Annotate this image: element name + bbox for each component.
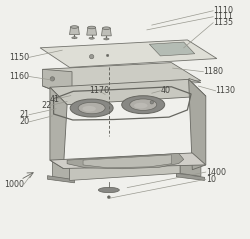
Polygon shape [102, 28, 111, 36]
Polygon shape [40, 40, 217, 67]
Text: 20: 20 [19, 117, 29, 126]
Text: 41: 41 [50, 95, 60, 104]
Text: 40: 40 [160, 86, 170, 95]
Polygon shape [70, 27, 80, 35]
Polygon shape [83, 155, 172, 168]
Text: 1170: 1170 [89, 86, 109, 95]
Text: 1110: 1110 [213, 6, 233, 15]
Ellipse shape [72, 37, 77, 39]
Polygon shape [42, 69, 72, 91]
Text: 1150: 1150 [9, 53, 29, 62]
Ellipse shape [122, 96, 165, 114]
Ellipse shape [134, 103, 147, 109]
Text: 1160: 1160 [9, 72, 29, 81]
Polygon shape [50, 79, 206, 105]
Ellipse shape [130, 99, 157, 110]
Circle shape [106, 54, 109, 57]
Circle shape [50, 77, 54, 81]
Polygon shape [176, 173, 204, 180]
Text: 10: 10 [206, 175, 216, 184]
Text: 21: 21 [19, 110, 29, 119]
Ellipse shape [78, 102, 105, 114]
Ellipse shape [98, 187, 119, 193]
Text: 1111: 1111 [213, 12, 233, 21]
Circle shape [107, 196, 110, 199]
Polygon shape [189, 79, 206, 170]
Text: 22: 22 [41, 101, 51, 110]
Polygon shape [50, 87, 67, 168]
Polygon shape [52, 160, 70, 180]
Polygon shape [87, 27, 97, 35]
Text: 1130: 1130 [216, 86, 236, 95]
Ellipse shape [104, 38, 109, 40]
Polygon shape [180, 156, 201, 176]
Text: 1000: 1000 [4, 179, 24, 189]
Text: 1180: 1180 [203, 67, 223, 76]
Ellipse shape [82, 106, 96, 112]
Ellipse shape [89, 37, 94, 39]
Polygon shape [42, 63, 201, 88]
Circle shape [90, 54, 94, 59]
Ellipse shape [102, 27, 110, 30]
Text: 1135: 1135 [213, 18, 233, 27]
Polygon shape [48, 176, 74, 183]
Polygon shape [67, 153, 184, 169]
Polygon shape [149, 42, 195, 56]
Polygon shape [50, 153, 206, 168]
Polygon shape [70, 156, 180, 180]
Ellipse shape [70, 99, 113, 117]
Circle shape [150, 101, 154, 104]
Ellipse shape [88, 26, 96, 29]
Ellipse shape [70, 26, 78, 28]
Text: 1400: 1400 [206, 168, 226, 177]
